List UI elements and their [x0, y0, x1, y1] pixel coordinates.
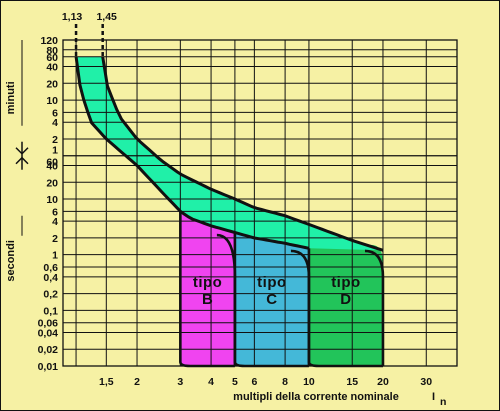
trip-regions — [180, 211, 383, 366]
trip-region-c — [234, 213, 309, 366]
region-label-b: B — [202, 291, 213, 308]
y-tick-label: 60 — [46, 157, 58, 169]
region-label-tipo: tipo — [331, 274, 361, 291]
y-tick-label: 2 — [52, 233, 58, 245]
top-marker-label: 1,45 — [96, 11, 117, 23]
y-tick-label: 6 — [52, 206, 58, 218]
y-tick-label: 20 — [46, 177, 58, 189]
y-tick-label: 0,02 — [38, 344, 59, 356]
y-tick-label: 0,06 — [38, 318, 59, 330]
unit-arrow-down — [15, 147, 29, 155]
lower-curve — [74, 56, 310, 250]
characteristic-curves — [74, 24, 385, 368]
x-tick-label: 10 — [303, 376, 315, 388]
y-unit-label-secondi: secondi — [5, 240, 17, 282]
upper-curve — [101, 56, 384, 252]
y-unit-label-minuti: minuti — [5, 81, 17, 114]
region-label-tipo: tipo — [257, 274, 287, 291]
x-tick-label: 30 — [420, 376, 432, 388]
x-tick-label: 1,5 — [99, 376, 114, 388]
x-tick-label: 15 — [346, 376, 358, 388]
x-tick-label: 2 — [134, 376, 140, 388]
x-axis-symbol: I — [432, 391, 435, 403]
y-tick-label: 120 — [40, 35, 58, 47]
y-tick-label: 4 — [52, 117, 58, 129]
region-label-tipo: tipo — [193, 274, 223, 291]
region-outline-left — [233, 232, 309, 368]
region-label-d: D — [340, 291, 351, 308]
y-tick-label: 0,01 — [38, 361, 59, 373]
y-tick-label: 0,1 — [43, 305, 58, 317]
y-tick-label: 0,4 — [43, 272, 58, 284]
y-tick-label: 60 — [46, 52, 58, 64]
chart-labels: 1,5 2 3 4 5 6 8 10 15 20 301,13 1,45120806040201064… — [5, 11, 446, 408]
y-tick-label: 40 — [46, 161, 58, 173]
x-tick-label: 4 — [208, 376, 214, 388]
y-tick-label: 10 — [46, 95, 58, 107]
y-tick-label: 0,04 — [38, 327, 59, 339]
x-tick-label: 8 — [282, 376, 288, 388]
y-tick-label: 40 — [46, 62, 58, 74]
y-tick-label: 6 — [52, 107, 58, 119]
y-tick-label: 10 — [46, 194, 58, 206]
top-marker-label: 1,13 — [62, 11, 83, 23]
trip-region-d — [308, 238, 383, 366]
y-tick-label: 20 — [46, 78, 58, 90]
x-tick-label: 3 — [177, 376, 183, 388]
x-tick-label: 6 — [251, 376, 257, 388]
x-tick-label: 5 — [232, 376, 238, 388]
region-outline-right — [364, 249, 385, 366]
y-tick-label: 4 — [52, 216, 58, 228]
y-tick-label: 1 — [52, 145, 58, 157]
y-tick-label: 0,2 — [43, 289, 58, 301]
region-outline-left — [179, 211, 235, 368]
x-axis-title: multipli della corrente nominale — [233, 391, 399, 403]
trip-region-b — [180, 211, 235, 366]
x-axis-symbol-subscript: n — [440, 396, 446, 408]
y-tick-label: 80 — [46, 45, 58, 57]
region-outline-left — [307, 248, 383, 368]
y-tick-label: 2 — [52, 134, 58, 146]
unit-arrow-up — [15, 156, 29, 165]
region-label-c: C — [266, 291, 277, 308]
y-tick-label: 0,6 — [43, 262, 58, 274]
x-tick-label: 20 — [377, 376, 389, 388]
y-tick-label: 1 — [52, 250, 58, 262]
